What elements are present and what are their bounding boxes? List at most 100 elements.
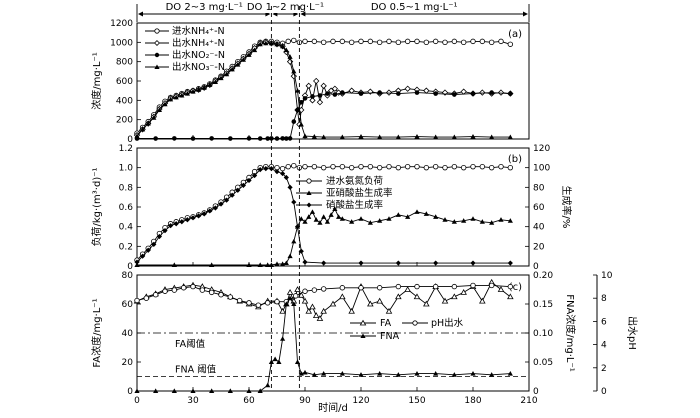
panel-a-series-4-point: [377, 134, 383, 140]
panel-b-series-3-point: [274, 169, 280, 175]
panel-c-series-1-point: [294, 286, 301, 292]
panel-b-series-2-point: [328, 212, 334, 217]
legend-c-text-2: pH出水: [431, 317, 464, 329]
panel-a-series-3-point: [396, 91, 401, 96]
legend-b-text-2: 亚硝酸盐生成率: [326, 187, 393, 199]
panel-b-y-tick-label: 1.0: [119, 164, 134, 174]
panel-b-series-1-point: [488, 164, 495, 171]
panel-c-yr-tick-label: 0: [533, 387, 539, 397]
panel-c-series-3-point: [302, 369, 308, 375]
panel-c-series-3-point: [265, 382, 271, 388]
panel-a-series-1-point: [285, 38, 291, 45]
panel-c-series-3-point: [287, 295, 293, 301]
panel-a-series-3-line: [137, 92, 511, 139]
panel-b-series-3-point: [280, 170, 286, 177]
legend-b-text-3: 硝酸盐生成率: [326, 199, 384, 211]
panel-a-series-2-point: [497, 89, 505, 96]
panel-c-series-2-point: [162, 288, 168, 294]
panel-a-series-2-point: [385, 89, 393, 96]
panel-c-series-1-point: [305, 307, 313, 314]
panel-b-y-tick-label: 0.8: [119, 183, 134, 193]
panel-b-yr-tick-label: 120: [533, 144, 550, 154]
panel-c-series-3-point: [171, 388, 177, 393]
panel-a-series-2-point: [479, 89, 486, 96]
panel-a-series-4-point: [283, 47, 289, 53]
panel-b-tag: (b): [508, 154, 522, 165]
panel-c-series-1-point: [297, 291, 305, 298]
panel-a-series-4-point: [287, 54, 293, 59]
panel-b-series-1-point: [291, 162, 297, 169]
panel-a-series-1-point: [339, 38, 346, 45]
panel-b-series-2-point: [209, 262, 215, 268]
panel-a-series-4-point: [274, 41, 280, 47]
panel-a-series-4-point: [280, 43, 286, 49]
panel-c-series-2-point: [180, 285, 187, 291]
panel-c-series-1-point: [376, 297, 383, 304]
legend-a-text-4: 出水NO₃⁻-N: [172, 61, 225, 73]
panel-a-series: [133, 37, 514, 141]
panel-a-series-4-point: [151, 115, 157, 120]
panel-a-series-4-point: [229, 66, 235, 72]
panel-a-series-3-point: [302, 96, 308, 101]
legend-a-marker-1: [154, 28, 160, 34]
panel-c-series-1-point: [479, 297, 486, 304]
panel-c-series-3-point: [489, 372, 495, 377]
panel-a-y-tick-label: 800: [116, 58, 133, 68]
panel-c-series-2-point: [134, 297, 140, 304]
legend-c-text-1: FA: [380, 318, 392, 329]
panel-a-series-4-point: [145, 120, 151, 126]
panel-a-series-1-point: [432, 38, 439, 45]
panel-b-series-3-point: [257, 167, 263, 173]
panel-a-series-2-point: [460, 88, 467, 95]
panel-c-yr2-tick-label: 10: [601, 271, 613, 281]
panel-b-series-3-point: [395, 260, 401, 266]
panel-b-series-3-point: [287, 184, 293, 190]
panel-a-series-4-point: [179, 92, 185, 98]
panel-b-series-2-point: [433, 214, 439, 219]
panel-b-series-3-point: [162, 228, 168, 234]
panel-c-series-3-point: [507, 371, 513, 376]
x-tick-label: 90: [299, 396, 311, 406]
panel-b-y-tick-label: 0.6: [119, 203, 134, 213]
panel-c-series-2-point: [320, 286, 327, 292]
panel-a-series-3-point: [265, 136, 270, 141]
legend-b-marker-3: [306, 202, 312, 208]
panel-a-series-4-point: [173, 94, 179, 100]
panel-b-series-2-point: [386, 216, 392, 221]
panel-b-series-2-point: [274, 261, 280, 267]
panel-c-series-2-point: [507, 283, 514, 290]
panel-c-series-1-point: [507, 293, 514, 300]
panel-b-y-tick-label: 0.4: [119, 223, 134, 233]
panel-b-series-1-point: [279, 165, 286, 172]
panel-a-series-4-point: [489, 134, 495, 140]
panel-b-series-1-point: [311, 163, 318, 170]
panel-a-series-3-point: [452, 92, 457, 97]
panel-a-series-4-point: [291, 68, 297, 74]
panel-a-series-2-point: [309, 97, 316, 104]
panel-b-series-3-point: [283, 174, 289, 181]
panel-b-series-1-point: [432, 163, 439, 170]
panel-a-y-tick-label: 400: [116, 96, 133, 106]
panel-a-series-4-point: [339, 134, 345, 140]
panel-a-series-2-point: [348, 87, 355, 94]
panel-c-series-3-point: [377, 371, 383, 376]
panel-c-series-3-point: [209, 388, 215, 393]
panel-a-series-2-point: [313, 77, 320, 85]
legend-a-text-3: 出水NO₂⁻-N: [172, 49, 225, 61]
panel-a-series-4-point: [162, 101, 168, 107]
panel-b-legend: 进水氨氮负荷 亚硝酸盐生成率 硝酸盐生成率: [296, 175, 393, 211]
panel-c-series-2-point: [227, 294, 234, 300]
panel-c-series-2-point: [432, 283, 439, 290]
panel-a-series-4-point: [294, 88, 301, 93]
panel-a-series-1-point: [460, 39, 467, 46]
panel-c-series-1-point: [413, 293, 421, 300]
panel-c-series-2-point: [274, 298, 280, 305]
panel-b-series-2-point: [171, 262, 177, 268]
panel-a-series-3-point: [209, 136, 214, 141]
panel-b-series-3-point: [246, 177, 252, 184]
panel-c-series-1-point: [385, 307, 393, 314]
panel-a-series-2-point: [404, 85, 411, 92]
panel-a-series-1-point: [302, 38, 308, 45]
panel-a-series-3-point: [257, 136, 263, 141]
legend-a-marker-4: [154, 64, 160, 69]
